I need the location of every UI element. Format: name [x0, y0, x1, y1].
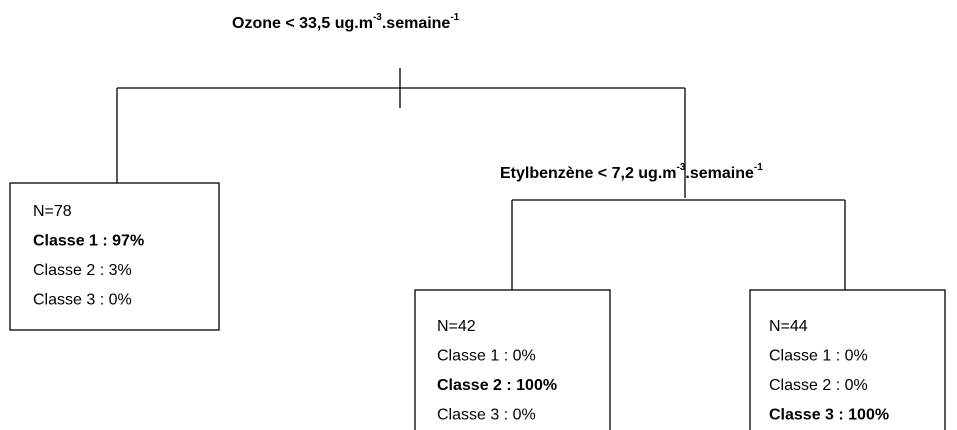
leaf-line: Classe 3 : 0% [33, 292, 132, 309]
leaf-line: N=42 [437, 318, 476, 335]
leaf-line: Classe 2 : 100% [437, 377, 557, 394]
superscript: -1 [450, 12, 459, 23]
leaf-line: Classe 3 : 100% [769, 407, 889, 424]
leaf-box [749, 289, 946, 430]
leaf-line: Classe 3 : 0% [437, 407, 536, 424]
leaf-line: N=78 [33, 203, 72, 220]
split-unit: .semaine [685, 165, 754, 182]
leaf-line: Classe 1 : 97% [33, 233, 144, 250]
superscript: -1 [754, 162, 763, 173]
leaf-box [9, 182, 220, 331]
superscript: -3 [677, 162, 686, 173]
leaf-line: Classe 1 : 0% [769, 348, 868, 365]
split-text: Etylbenzène < 7,2 ug.m [500, 165, 677, 182]
leaf-line: Classe 2 : 3% [33, 262, 132, 279]
leaf-box [414, 289, 611, 430]
leaf-line: Classe 2 : 0% [769, 377, 868, 394]
split-unit: .semaine [382, 15, 451, 32]
leaf-line: Classe 1 : 0% [437, 348, 536, 365]
superscript: -3 [373, 12, 382, 23]
leaf-line: N=44 [769, 318, 808, 335]
split-label: Ozone < 33,5 ug.m-3.semaine-1 [232, 12, 460, 32]
split-text: Ozone < 33,5 ug.m [232, 15, 373, 32]
split-label: Etylbenzène < 7,2 ug.m-3.semaine-1 [500, 162, 763, 182]
